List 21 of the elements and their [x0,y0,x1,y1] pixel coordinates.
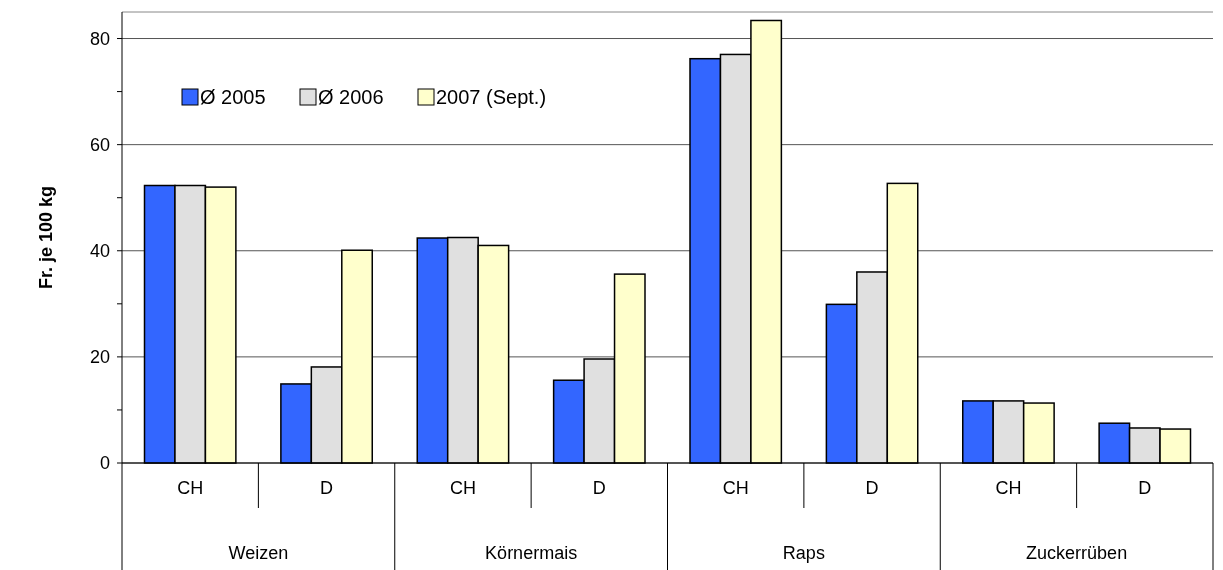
x-tick-label: D [320,478,334,498]
text: Weizen [228,543,289,563]
text: Zuckerrüben [1026,543,1128,563]
x-tick-label: D [865,478,879,498]
text: Körnermais [485,543,578,563]
x-tick-label: CH [177,478,204,498]
x-tick-label: D [592,478,606,498]
x-tick-label: CH [449,478,476,498]
y-tick-label: 40 [89,240,110,261]
y-tick-label: 20 [89,346,110,367]
y-tick-label: 60 [89,134,110,155]
y-tick-label: 0 [99,453,110,473]
y-axis-title: Fr. je 100 kg [36,185,56,290]
y-tick-label: 80 [89,28,110,49]
legend-label: 2007 (Sept.) [436,86,547,108]
x-tick-label: D [1138,478,1152,498]
legend-label: Ø 2005 [200,86,266,108]
legend-label: Ø 2006 [318,86,384,108]
x-tick-label: CH [995,478,1022,498]
x-tick-label: CH [722,478,749,498]
text: Raps [782,543,825,563]
